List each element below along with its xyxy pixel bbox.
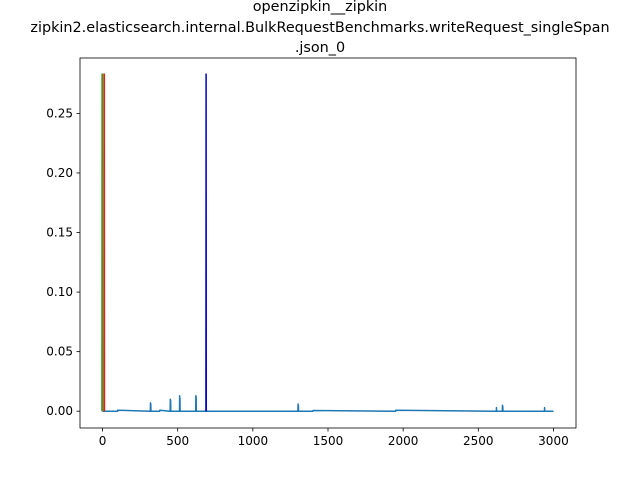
x-axis: 0 500 1000 1500 2000 2500 3000 bbox=[99, 428, 569, 448]
x-tick-label: 2500 bbox=[463, 434, 494, 448]
x-tick-label: 500 bbox=[166, 434, 189, 448]
y-tick-label: 0.15 bbox=[46, 226, 73, 240]
x-tick-label: 1000 bbox=[238, 434, 269, 448]
chart-title: openzipkin__zipkin zipkin2.elasticsearch… bbox=[30, 0, 609, 56]
chart-title-line-2: zipkin2.elasticsearch.internal.BulkReque… bbox=[30, 20, 609, 36]
x-tick-label: 3000 bbox=[538, 434, 569, 448]
x-tick-label: 2000 bbox=[388, 434, 419, 448]
y-tick-label: 0.10 bbox=[46, 285, 73, 299]
chart-title-line-1: openzipkin__zipkin bbox=[253, 0, 388, 15]
x-tick-label: 1500 bbox=[313, 434, 344, 448]
series-line-0 bbox=[101, 73, 554, 412]
y-tick-label: 0.25 bbox=[46, 106, 73, 120]
chart-title-line-3: .json_0 bbox=[295, 40, 345, 56]
y-axis: 0.00 0.05 0.10 0.15 0.20 0.25 bbox=[46, 106, 80, 418]
y-tick-label: 0.20 bbox=[46, 166, 73, 180]
x-tick-label: 0 bbox=[99, 434, 107, 448]
y-tick-label: 0.05 bbox=[46, 345, 73, 359]
y-tick-label: 0.00 bbox=[46, 404, 73, 418]
series-group bbox=[101, 73, 554, 412]
